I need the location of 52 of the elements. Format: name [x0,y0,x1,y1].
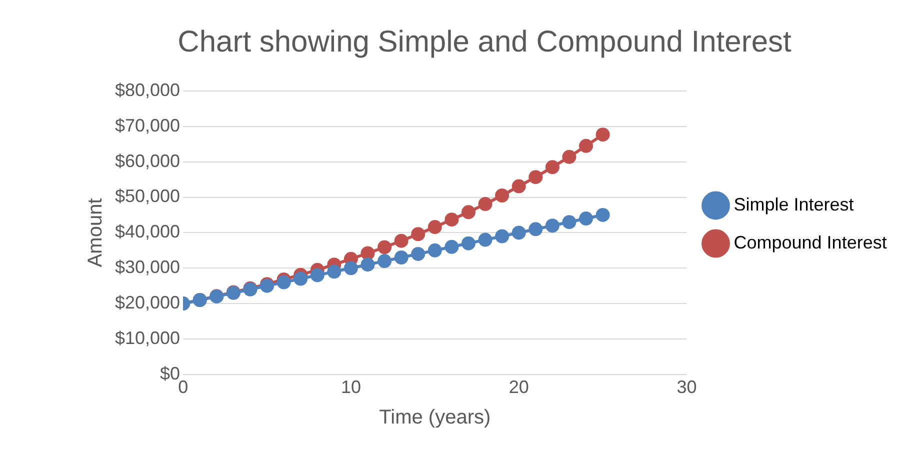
point [444,212,459,227]
point [411,246,426,261]
point [579,138,594,153]
point [428,220,442,234]
y-tick-label: $10,000 [114,328,180,348]
point [478,197,492,212]
point [562,215,576,230]
point [428,243,442,258]
point [394,234,408,248]
point [378,254,392,268]
point [596,208,610,222]
x-tick-label: 20 [508,377,529,398]
y-tick-label: $60,000 [114,150,180,171]
point [579,212,594,226]
point [411,227,426,242]
point [394,250,408,264]
point [596,128,610,142]
point [545,160,560,174]
y-tick-label: $50,000 [114,186,180,206]
y-tick-label: $20,000 [114,292,180,313]
x-tick-label: 10 [340,377,361,398]
point [512,179,526,194]
y-tick-label: $70,000 [114,115,180,136]
y-tick-label: $0 [160,363,180,384]
point [310,268,324,282]
x-tick-label: 30 [676,377,697,398]
point [478,232,492,247]
point [512,226,526,240]
point [294,272,308,286]
point [461,205,476,220]
point [276,275,291,290]
point [495,229,510,244]
point [344,261,358,276]
x-axis-title: Time (years) [379,406,491,429]
legend-label: Simple Interest [734,194,854,214]
x-tick-label: 0 [178,377,188,398]
y-tick-label: $80,000 [114,80,180,100]
point [461,236,476,250]
point [378,240,392,254]
point [495,188,510,203]
point [562,150,576,164]
point [444,240,459,254]
y-axis-title: Amount [84,198,107,268]
point [545,218,560,233]
y-tick-label: $40,000 [114,222,180,242]
y-tick-label: $30,000 [114,257,180,278]
point [360,258,375,272]
point [528,222,543,236]
point [327,264,342,279]
point [528,170,543,184]
chart-title: Chart showing Simple and Compound Interest [178,25,792,58]
legend-label: Compound Interest [734,232,887,252]
